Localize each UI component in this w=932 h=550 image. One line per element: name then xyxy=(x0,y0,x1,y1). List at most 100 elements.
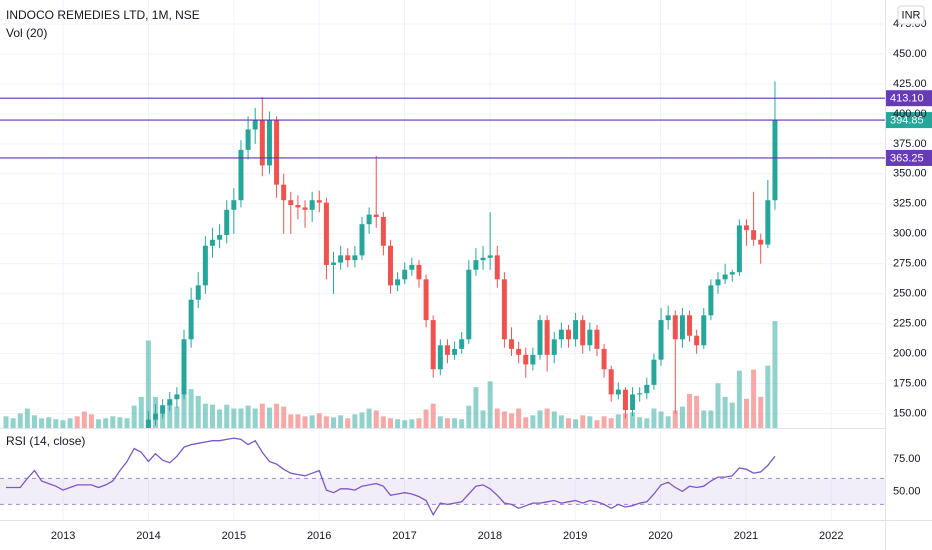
volume-bar xyxy=(345,418,351,428)
volume-bar xyxy=(587,416,593,428)
volume-bar xyxy=(395,419,401,428)
candle-body xyxy=(380,216,386,246)
volume-bar xyxy=(665,416,671,428)
volume-bar xyxy=(3,416,9,428)
candle-body xyxy=(679,315,685,340)
x-tick-label: 2022 xyxy=(819,530,843,542)
volume-bar xyxy=(758,396,764,428)
y-tick-label: 150.00 xyxy=(893,408,927,420)
candle-body xyxy=(25,512,30,514)
candle-body xyxy=(423,279,429,321)
candle-body xyxy=(694,335,700,346)
candle-body xyxy=(772,120,778,201)
candle-body xyxy=(266,119,272,166)
volume-bar xyxy=(509,413,515,428)
volume-bar xyxy=(416,418,422,428)
candle-body xyxy=(637,393,643,395)
candle-body xyxy=(473,260,479,270)
volume-bar xyxy=(10,418,16,428)
candle-body xyxy=(594,329,600,349)
candle-body xyxy=(366,214,372,225)
volume-bar xyxy=(701,410,707,428)
volume-bar xyxy=(402,420,408,428)
volume-bar xyxy=(281,406,287,428)
volume-bar xyxy=(601,416,607,428)
candle-body xyxy=(188,299,194,340)
volume-bar xyxy=(359,412,365,428)
volume-bar xyxy=(217,409,223,428)
y-tick-label: 200.00 xyxy=(893,348,927,360)
currency[interactable]: INR xyxy=(902,9,921,21)
volume-bar xyxy=(323,416,329,428)
volume-bar xyxy=(501,411,507,428)
volume-bar xyxy=(202,403,208,428)
volume-bar xyxy=(316,413,322,428)
volume-bar xyxy=(630,412,636,428)
candle-body xyxy=(615,389,621,395)
y-tick-label: 350.00 xyxy=(893,168,927,180)
volume-bar xyxy=(380,416,386,428)
candle-body xyxy=(288,200,294,206)
candle-body xyxy=(252,119,258,130)
volume-bar xyxy=(672,410,678,428)
candle-body xyxy=(46,505,51,507)
x-tick-label: 2015 xyxy=(222,530,246,542)
y-tick-label: 450.00 xyxy=(893,48,927,60)
volume-bar xyxy=(174,406,180,428)
candle-body xyxy=(651,359,657,385)
candle-body xyxy=(331,262,337,265)
volume-bar xyxy=(516,408,522,428)
candle-body xyxy=(89,507,94,509)
candle-body xyxy=(359,224,365,256)
candle-body xyxy=(480,257,486,261)
y-tick-label: 375.00 xyxy=(893,138,927,150)
candle-body xyxy=(466,269,472,340)
level-label: 413.10 xyxy=(890,93,924,105)
candle-body xyxy=(316,200,322,203)
axes: 150.00 175.00 200.00 225.00 250.00 275.00 300.… xyxy=(51,18,927,542)
volume-bar xyxy=(209,404,215,428)
volume-bar xyxy=(259,403,265,428)
volume-bar xyxy=(245,405,251,428)
candle-body xyxy=(565,329,571,340)
levels: 413.10 394.85 363.25 xyxy=(0,90,932,166)
grid xyxy=(0,0,885,520)
candle-body xyxy=(487,255,493,258)
volume-bar xyxy=(224,404,230,428)
candle-body xyxy=(729,272,735,275)
volume-bar xyxy=(252,408,258,428)
volume-bar xyxy=(88,414,94,428)
candle-body xyxy=(39,507,44,509)
candle-body xyxy=(459,339,465,349)
candle-body xyxy=(402,269,408,280)
volume-bar xyxy=(110,416,116,428)
candle-body xyxy=(302,207,308,210)
volume-bar xyxy=(736,370,742,428)
candle-body xyxy=(715,279,721,286)
candle-body xyxy=(672,315,678,340)
volume-bar xyxy=(60,420,66,428)
volume-bar xyxy=(31,415,37,428)
volume-bar xyxy=(53,419,59,428)
candle-body xyxy=(245,129,251,150)
y-tick-label: 250.00 xyxy=(893,288,927,300)
candle-body xyxy=(558,329,564,340)
volume-bar xyxy=(167,401,173,428)
volume-bar xyxy=(131,405,137,428)
volume-bar xyxy=(46,417,52,428)
candle-body xyxy=(601,348,607,370)
candle-body xyxy=(103,505,108,507)
x-tick-label: 2013 xyxy=(51,530,75,542)
candle-body xyxy=(494,255,500,280)
candle-body xyxy=(309,200,315,210)
volume-bar xyxy=(523,417,529,428)
currency-badge[interactable] xyxy=(897,5,925,25)
candle-body xyxy=(224,209,230,235)
candle-body xyxy=(701,315,707,346)
volume-bar xyxy=(573,419,579,428)
volume-bar xyxy=(772,321,778,428)
candle-body xyxy=(202,245,208,286)
volume-bar xyxy=(615,414,621,428)
volume-bar xyxy=(644,418,650,428)
